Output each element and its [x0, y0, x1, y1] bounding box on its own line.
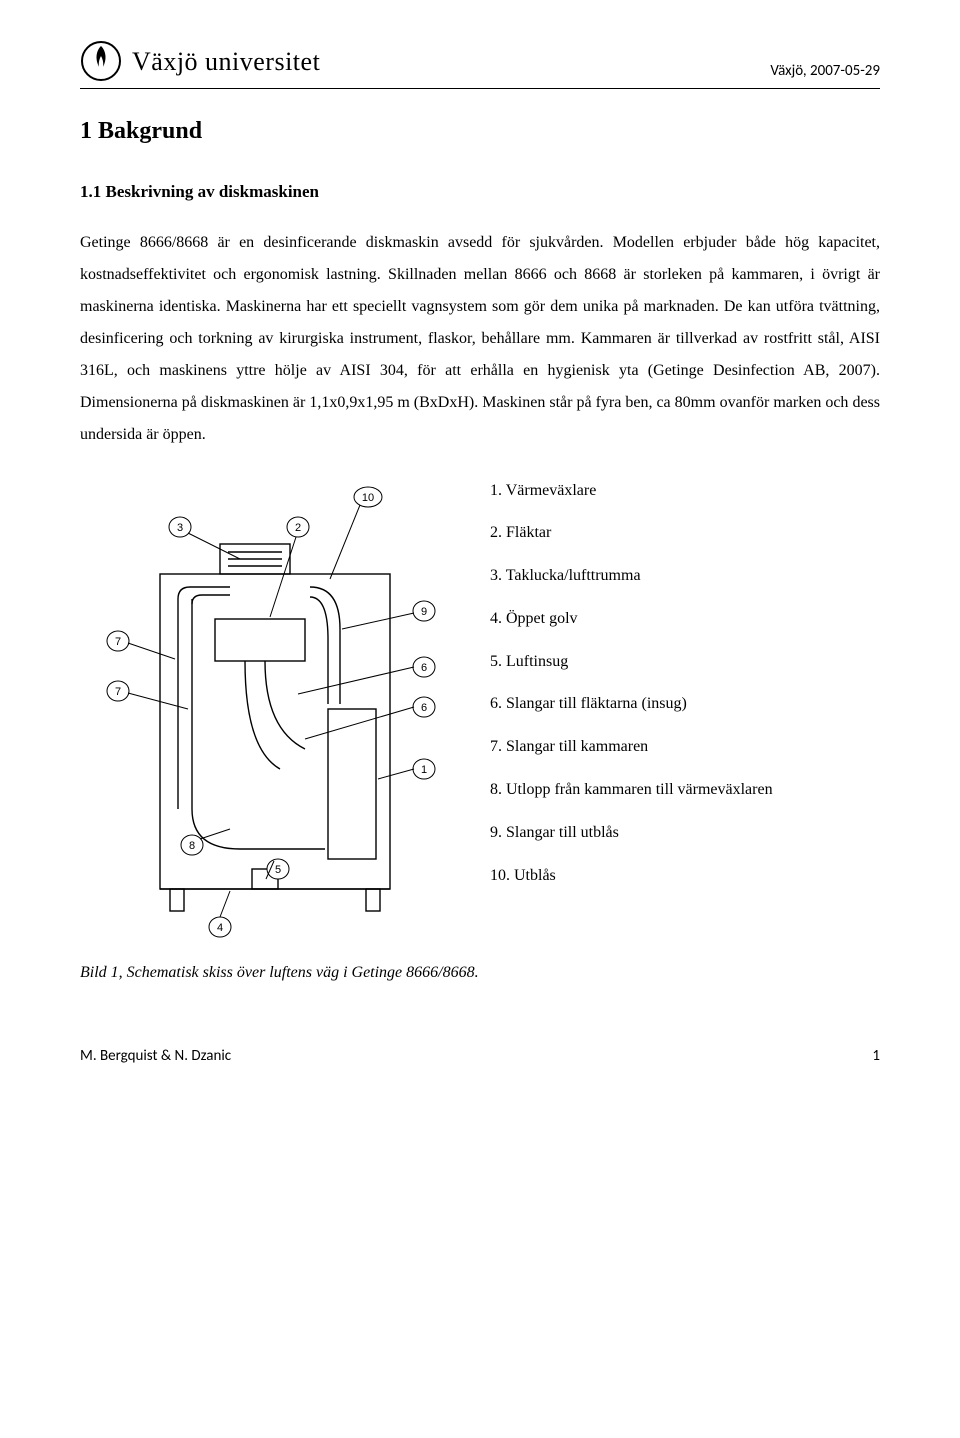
- svg-text:1: 1: [421, 764, 427, 776]
- legend-item: 5. Luftinsug: [490, 644, 880, 681]
- body-paragraph: Getinge 8666/8668 är en desinficerande d…: [80, 227, 880, 451]
- legend-item: 8. Utlopp från kammaren till värmeväxlar…: [490, 772, 880, 809]
- svg-text:6: 6: [421, 702, 427, 714]
- legend-item: 3. Taklucka/lufttrumma: [490, 558, 880, 595]
- svg-text:5: 5: [275, 864, 281, 876]
- svg-text:7: 7: [115, 636, 121, 648]
- page-header: Växjö universitet Växjö, 2007-05-29: [80, 40, 880, 89]
- university-logo-icon: [80, 40, 122, 82]
- footer-page-number: 1: [872, 1045, 880, 1068]
- document-date: Växjö, 2007-05-29: [770, 60, 880, 83]
- svg-text:2: 2: [295, 522, 301, 534]
- legend-item: 2. Fläktar: [490, 515, 880, 552]
- section-title: 1 Bakgrund: [80, 113, 880, 149]
- legend-item: 1. Värmeväxlare: [490, 473, 880, 510]
- subsection-title: 1.1 Beskrivning av diskmaskinen: [80, 179, 880, 205]
- figure-legend: 1. Värmeväxlare 2. Fläktar 3. Taklucka/l…: [490, 469, 880, 901]
- svg-text:3: 3: [177, 522, 183, 534]
- svg-text:9: 9: [421, 606, 427, 618]
- university-name: Växjö universitet: [132, 42, 320, 81]
- figure-block: 10 3 2 9 6 6: [80, 469, 880, 939]
- svg-text:6: 6: [421, 662, 427, 674]
- page-footer: M. Bergquist & N. Dzanic 1: [80, 1045, 880, 1068]
- svg-text:8: 8: [189, 840, 195, 852]
- legend-item: 6. Slangar till fläktarna (insug): [490, 686, 880, 723]
- legend-item: 4. Öppet golv: [490, 601, 880, 638]
- svg-text:7: 7: [115, 686, 121, 698]
- legend-item: 9. Slangar till utblås: [490, 815, 880, 852]
- legend-item: 7. Slangar till kammaren: [490, 729, 880, 766]
- svg-text:10: 10: [362, 492, 374, 504]
- logo-block: Växjö universitet: [80, 40, 320, 82]
- svg-text:4: 4: [217, 922, 223, 934]
- figure-caption: Bild 1, Schematisk skiss över luftens vä…: [80, 961, 880, 985]
- footer-authors: M. Bergquist & N. Dzanic: [80, 1045, 231, 1068]
- legend-item: 10. Utblås: [490, 858, 880, 895]
- schematic-diagram: 10 3 2 9 6 6: [80, 469, 460, 939]
